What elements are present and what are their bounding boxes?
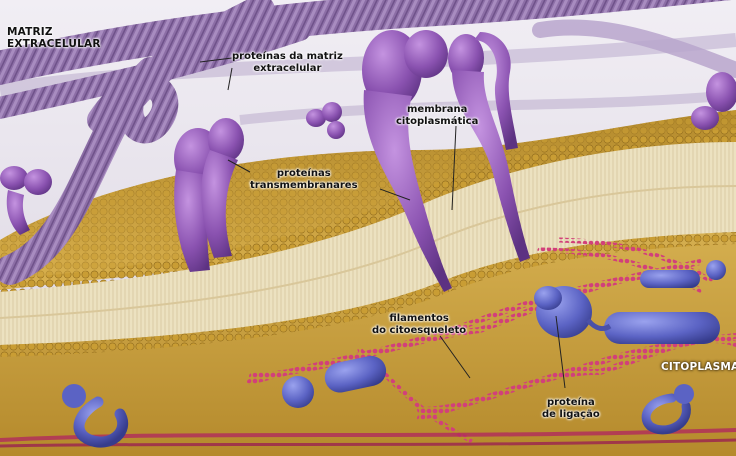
matrix-fiber [532, 19, 736, 78]
label-citoplasma-text: CITOPLASMA [661, 361, 736, 373]
linker-protein-main [534, 286, 720, 344]
transmembrane-protein-left [174, 118, 244, 272]
label-citoplasma: CITOPLASMA [661, 361, 736, 373]
label-proteina-ligacao: proteína de ligação [542, 397, 600, 421]
membrane-tails [0, 142, 736, 345]
label-matriz-line2: EXTRACELULAR [7, 38, 101, 50]
membrane-midline [0, 185, 736, 319]
membrane-top-heads [0, 130, 736, 292]
matrix-fiber [0, 0, 275, 285]
label-filamentos-line2: do citoesqueleto [372, 325, 467, 336]
label-proteinas-matriz-line1: proteínas da matriz [232, 51, 343, 62]
label-proteinas-matriz: proteínas da matriz extracelular [232, 51, 343, 75]
label-transmembranares-line2: transmembranares [250, 180, 358, 191]
leader-lines [199, 57, 566, 389]
linker-protein-right [640, 260, 726, 288]
actin-ring-left [62, 384, 129, 448]
label-filamentos-line1: filamentos [389, 313, 449, 324]
actin-ring-right [641, 384, 694, 435]
label-matriz-line1: MATRIZ [7, 26, 53, 38]
label-proteinas-matriz-line2: extracelular [253, 63, 322, 74]
label-proteina-ligacao-line2: de ligação [542, 409, 600, 420]
globular-protein-left [0, 166, 52, 235]
transmembrane-protein-center [362, 30, 530, 292]
label-proteina-ligacao-line1: proteína [546, 397, 595, 408]
label-membrana-line1: membrana [407, 104, 468, 115]
linker-protein-lower [282, 355, 387, 408]
label-membrana: membrana citoplasmática [396, 104, 478, 128]
label-transmembranares-line1: proteínas [276, 168, 331, 179]
label-filamentos: filamentos do citoesqueleto [372, 313, 466, 337]
membrane-bottom-heads [0, 232, 736, 357]
globular-protein-right [691, 72, 736, 130]
label-matriz-extracelular: MATRIZ EXTRACELULAR [7, 26, 101, 50]
label-membrana-line2: citoplasmática [396, 116, 479, 127]
label-transmembranares: proteínas transmembranares [250, 168, 358, 192]
globular-protein-middle [306, 102, 345, 139]
matrix-fiber [87, 57, 179, 144]
matrix-fiber [0, 0, 732, 86]
